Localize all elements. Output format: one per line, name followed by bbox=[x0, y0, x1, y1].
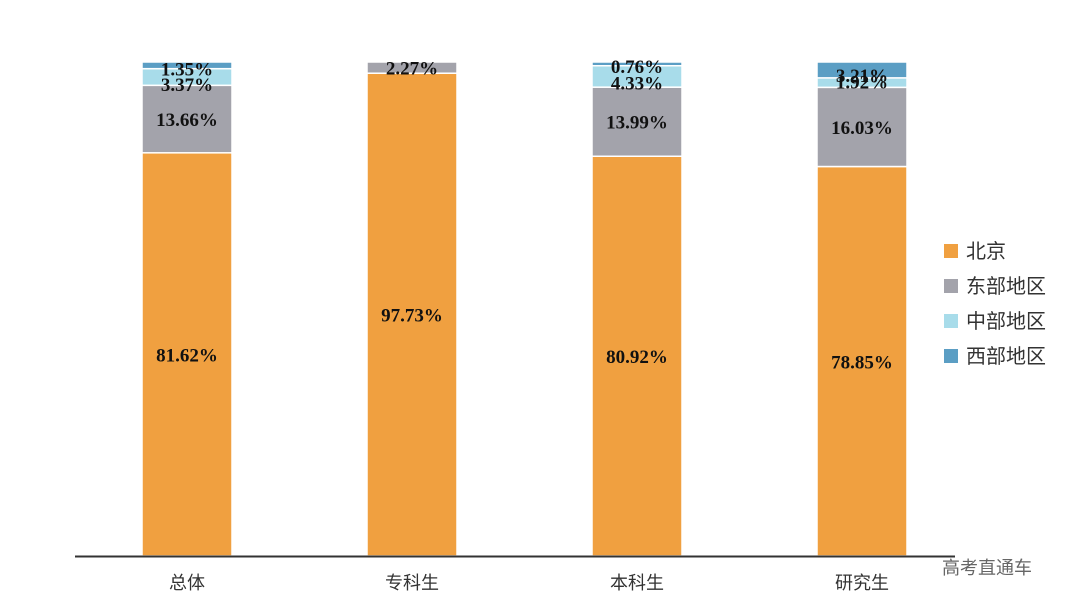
legend-label-2: 中部地区 bbox=[966, 309, 1046, 333]
bar-1-0 bbox=[141, 84, 233, 154]
data-label-1-3: 16.03% bbox=[831, 118, 893, 139]
category-label-2: 本科生 bbox=[610, 573, 664, 594]
data-label-2-2: 4.33% bbox=[611, 73, 663, 94]
bar-0-2 bbox=[591, 155, 683, 557]
bar-3-3 bbox=[816, 61, 908, 79]
data-label-3-0: 1.35% bbox=[161, 59, 213, 80]
bar-1-1 bbox=[366, 61, 458, 74]
bar-0-0 bbox=[141, 152, 233, 557]
category-labels-layer: 总体 专科生 本科生 研究生 bbox=[169, 573, 889, 594]
legend-label-0: 北京 bbox=[966, 239, 1006, 263]
bar-3-2 bbox=[591, 61, 683, 67]
data-label-2-0: 3.37% bbox=[161, 75, 213, 96]
data-label-3-3: 3.21% bbox=[836, 66, 888, 87]
legend-swatch-3 bbox=[944, 349, 958, 363]
data-label-2-3: 1.92% bbox=[836, 73, 888, 94]
legend-label-1: 东部地区 bbox=[966, 274, 1046, 298]
data-label-0-2: 80.92% bbox=[606, 347, 668, 368]
data-labels-layer: 81.62% 13.66% 3.37%1.35% 97.73% 2.27% 80.92% 1… bbox=[156, 57, 893, 373]
category-label-0: 总体 bbox=[169, 573, 205, 594]
data-label-1-2: 13.99% bbox=[606, 113, 668, 134]
legend-label-3: 西部地区 bbox=[966, 344, 1046, 368]
bar-1-2 bbox=[591, 86, 683, 158]
data-label-0-1: 97.73% bbox=[381, 306, 443, 327]
watermark-text: 高考直通车 bbox=[942, 558, 1032, 579]
data-label-1-0: 13.66% bbox=[156, 110, 218, 131]
category-label-3: 研究生 bbox=[835, 573, 889, 594]
data-label-3-2: 0.76% bbox=[611, 57, 663, 78]
legend-swatch-1 bbox=[944, 279, 958, 293]
legend-swatch-0 bbox=[944, 244, 958, 258]
bars-layer bbox=[141, 61, 908, 557]
data-label-0-3: 78.85% bbox=[831, 352, 893, 373]
category-label-1: 专科生 bbox=[385, 573, 439, 594]
data-label-1-1: 2.27% bbox=[386, 59, 438, 80]
data-label-0-0: 81.62% bbox=[156, 345, 218, 366]
legend-swatch-2 bbox=[944, 314, 958, 328]
bar-3-0 bbox=[141, 61, 233, 70]
